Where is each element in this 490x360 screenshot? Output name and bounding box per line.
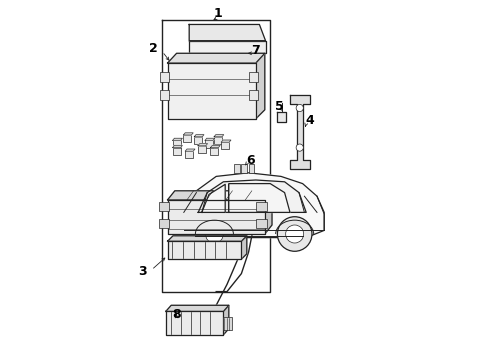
Bar bbox=[205, 140, 213, 148]
Bar bbox=[223, 317, 232, 330]
Polygon shape bbox=[210, 145, 220, 148]
Bar bbox=[242, 164, 247, 173]
Polygon shape bbox=[168, 63, 256, 119]
Bar bbox=[160, 72, 170, 82]
Text: 1: 1 bbox=[214, 7, 222, 20]
Bar bbox=[172, 148, 180, 155]
Polygon shape bbox=[277, 112, 286, 122]
Bar bbox=[256, 219, 267, 228]
Bar bbox=[172, 140, 180, 148]
Polygon shape bbox=[202, 184, 225, 212]
Text: 2: 2 bbox=[149, 42, 158, 55]
Circle shape bbox=[205, 225, 223, 243]
Circle shape bbox=[296, 104, 303, 112]
Circle shape bbox=[197, 217, 232, 251]
Polygon shape bbox=[168, 241, 242, 259]
Polygon shape bbox=[194, 135, 204, 137]
Polygon shape bbox=[189, 41, 266, 53]
Bar bbox=[159, 219, 170, 228]
Text: 3: 3 bbox=[138, 265, 147, 278]
Bar bbox=[185, 151, 193, 158]
Text: 7: 7 bbox=[251, 44, 260, 57]
Bar bbox=[183, 135, 192, 142]
Polygon shape bbox=[185, 149, 195, 151]
Polygon shape bbox=[290, 95, 310, 169]
Polygon shape bbox=[221, 140, 231, 142]
Polygon shape bbox=[265, 191, 272, 234]
Polygon shape bbox=[183, 133, 193, 135]
Bar bbox=[221, 142, 229, 149]
Bar bbox=[198, 146, 206, 153]
Bar bbox=[210, 148, 219, 155]
Bar bbox=[159, 202, 170, 211]
Polygon shape bbox=[162, 20, 270, 292]
Polygon shape bbox=[168, 191, 272, 200]
Text: 4: 4 bbox=[305, 114, 314, 127]
Polygon shape bbox=[168, 53, 265, 63]
Bar bbox=[248, 164, 254, 173]
Polygon shape bbox=[242, 236, 247, 259]
Bar bbox=[248, 90, 258, 100]
Polygon shape bbox=[172, 138, 182, 140]
Polygon shape bbox=[189, 24, 266, 41]
Polygon shape bbox=[214, 135, 224, 137]
Polygon shape bbox=[198, 144, 208, 146]
Polygon shape bbox=[256, 53, 265, 119]
Polygon shape bbox=[223, 305, 229, 335]
Polygon shape bbox=[205, 138, 215, 140]
Bar bbox=[234, 164, 240, 173]
Bar bbox=[160, 90, 170, 100]
Circle shape bbox=[296, 144, 303, 151]
Text: 8: 8 bbox=[172, 309, 181, 321]
Polygon shape bbox=[168, 236, 247, 241]
Polygon shape bbox=[172, 145, 182, 148]
Bar bbox=[248, 72, 258, 82]
Polygon shape bbox=[166, 311, 223, 335]
Text: 6: 6 bbox=[246, 154, 255, 167]
Polygon shape bbox=[184, 173, 324, 238]
Bar bbox=[256, 202, 267, 211]
Polygon shape bbox=[229, 184, 290, 212]
Circle shape bbox=[277, 217, 312, 251]
Polygon shape bbox=[166, 305, 229, 311]
Circle shape bbox=[286, 225, 304, 243]
Text: 5: 5 bbox=[275, 100, 284, 113]
Bar bbox=[194, 137, 202, 144]
Bar bbox=[214, 137, 222, 144]
Polygon shape bbox=[198, 180, 306, 212]
Polygon shape bbox=[168, 200, 265, 234]
